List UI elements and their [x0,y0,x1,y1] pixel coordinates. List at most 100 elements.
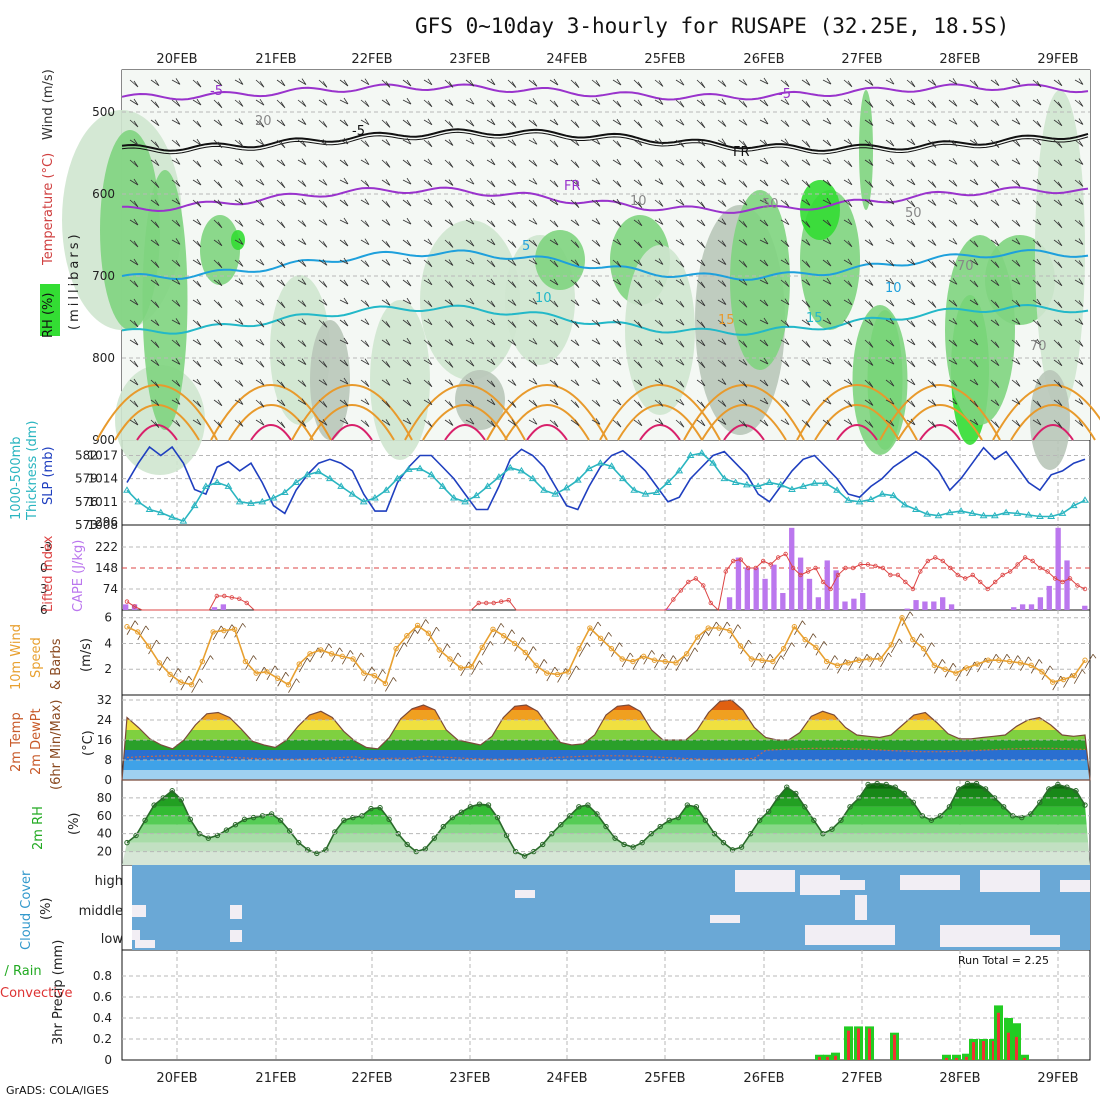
precip-conv-bar [868,1028,871,1060]
panel-border [121,949,1091,1061]
wind-barb [507,139,517,146]
isotherm-freezing [121,131,1089,155]
wind-barb [948,318,958,325]
lifted-point [1037,565,1043,571]
wind-barb [129,199,139,208]
wind-barb [969,258,979,266]
wind-barb [780,239,790,248]
lifted-point [132,604,137,609]
wind-barb [843,338,853,346]
rh-band [122,788,1090,798]
wind-barb [444,259,454,266]
wind-barb [339,177,349,185]
wind-speed-line-point [361,670,367,676]
cloud-gap [710,915,740,923]
wind-barb [801,419,811,428]
wind-speed-line-point [673,660,679,666]
date-label-top: 27FEB [841,52,882,67]
temp-band [122,730,1090,740]
rh-line-point [793,790,799,797]
wind-barb-10m [890,638,903,653]
wind-barb [780,399,790,408]
wind-barb [528,399,538,407]
cloud-cover-panel: high middle low [79,865,1090,950]
wind-barb [528,138,538,145]
wind-speed-line [126,615,1086,686]
wind-barb [906,258,916,266]
wind-barb [906,218,916,226]
precip-conv-bar [834,1055,837,1060]
wind-barb [948,398,958,405]
wind-speed-line-point [759,657,765,663]
contour-label: FR [564,179,581,194]
wind-barb [570,179,580,187]
cape-bar [753,567,759,610]
rh-line-point [847,804,853,810]
wind-barb [591,79,601,87]
contour-label: 10 [630,194,647,209]
wind-barb [906,298,916,306]
wind-barb [906,199,916,208]
wind-barb [1053,99,1063,109]
rh-line-point [1000,804,1007,810]
wind-barb-10m [804,633,817,648]
wind-speed-line-point [823,658,830,665]
wind-barb [948,179,958,187]
wind-barb [948,219,958,227]
wind-barb [591,178,601,185]
wind-barb [234,99,244,107]
wind10m-panel: 6 4 2 [104,611,1097,693]
wind-speed-line-point [544,670,550,676]
wind-barb [234,299,244,307]
wind-barb [381,259,391,266]
rh-line-point [784,784,790,790]
wind-barb [444,379,454,386]
wind-barb [885,397,895,405]
cloud-gap [855,895,867,920]
rh-line-point [666,817,672,823]
cloud-level-label: middle [79,904,123,919]
wind-barb [822,99,832,107]
wind-labels: 10m Wind Speed & Barbs (m/s) [9,624,94,690]
wind-speed-line-point [124,624,130,630]
wind-barb [948,238,958,245]
wind-barb-10m [923,642,935,657]
cape-bar [1082,605,1088,610]
wind-barb [696,299,706,307]
wind-barb [507,79,517,88]
wind-barb [822,157,832,165]
wind-barb [822,77,832,85]
lifted-point [1007,569,1013,574]
contour-label: -5 [210,84,223,99]
thickness-line-point [945,508,954,516]
rh-line-point [603,823,609,830]
wind-barb [549,158,559,166]
wind-barb [318,279,328,288]
wind-barb [864,179,874,188]
wind-barb [780,338,790,346]
wind-barb [654,199,664,207]
contour-label: 50 [762,197,779,212]
cloud-gap [840,880,865,890]
rh-line-point [1073,788,1079,794]
wind-barb [528,378,538,385]
wind-barb [255,418,265,426]
isotherm-dome [701,404,787,441]
wind-barb [843,159,853,168]
wind-barb [528,279,538,287]
lifted-point [1052,576,1058,581]
wind-barb [234,78,244,85]
lifted-tick: 6 [40,603,48,617]
wind-barb [507,419,517,426]
wind-barb [1011,299,1021,307]
wind-barb [381,279,391,288]
wind-barb [318,79,328,88]
wind-barb [192,279,202,288]
wind-barb [507,99,517,106]
slp-tick: 1008 [87,518,118,532]
wind-barb [738,379,748,388]
thickness-line-point [562,483,571,491]
wind-barb [717,258,727,265]
rh-line-point [955,786,962,792]
wind-barb [213,239,223,247]
